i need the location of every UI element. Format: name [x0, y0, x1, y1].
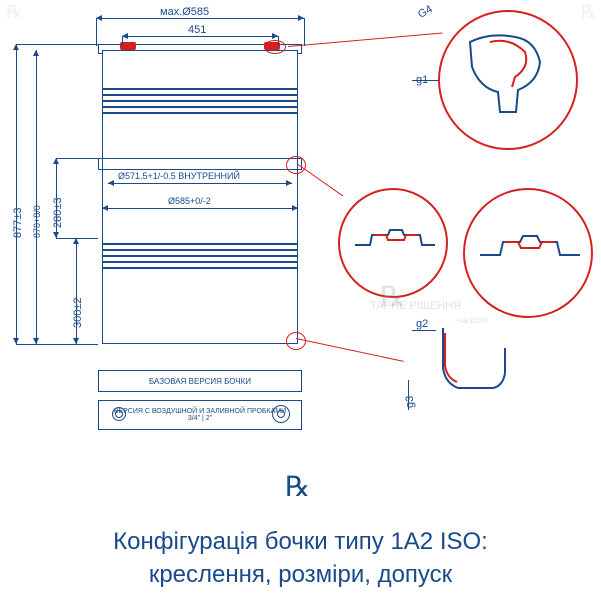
g3-leader: [408, 380, 409, 410]
g2-leader: [412, 330, 436, 331]
detail-mid2-svg: [465, 190, 595, 320]
ext-line: [304, 18, 305, 46]
watermark-company: ТАРНЕ РІШЕННЯ: [370, 300, 461, 312]
barrel-ridge: [102, 100, 298, 102]
dim-300: 300±2: [72, 297, 84, 328]
dim-451: 451: [188, 24, 206, 36]
port-large-icon: [272, 405, 290, 423]
base-version-text: БАЗОВАЯ ВЕРСИЯ БОЧКИ: [103, 377, 297, 386]
port-small-icon: [112, 407, 126, 421]
barrel-center-ring: [98, 158, 302, 170]
callout-marker-mid: [286, 156, 306, 174]
detail-circle-top: [438, 10, 578, 150]
detail-top-svg: [440, 12, 580, 152]
title-line1: Конфігурація бочки типу 1А2 ISO:: [0, 525, 601, 559]
gauge-g2: g2: [416, 318, 428, 330]
label-base-version: БАЗОВАЯ ВЕРСИЯ БОЧКИ: [98, 370, 302, 392]
gauge-g3: g3: [404, 396, 416, 408]
dim-max-diameter-line: [96, 18, 304, 19]
detail-circle-mid2: [463, 188, 593, 318]
diagram-container: ℞ ℞ мах.Ø585 451 877±3 870+: [0, 0, 601, 600]
dim-870-line: [36, 50, 37, 344]
barrel-ridge: [102, 255, 298, 257]
logo-icon: ℞: [285, 470, 308, 504]
barrel-ridge: [102, 243, 298, 245]
g1-leader: [412, 80, 438, 81]
ext-line: [16, 344, 98, 345]
barrel-ridge: [102, 249, 298, 251]
dim-877: 877±3: [12, 207, 24, 238]
leader-bottom: [296, 338, 404, 362]
plug-sizes-text: 3/4" | 2": [103, 415, 297, 422]
dim-max-diameter: мах.Ø585: [160, 6, 209, 18]
dim-571: Ø571.5+1/-0.5 ВНУТРЕННИЙ: [118, 171, 240, 181]
dim-451-line: [122, 36, 278, 37]
watermark-company-text: ТАРНЕ РІШЕННЯ: [370, 300, 461, 312]
dim-877-line: [16, 44, 17, 344]
drawing-area: мах.Ø585 451 877±3 870+8/0 280±3 300±2 Ø…: [8, 8, 593, 458]
dim-300-line: [76, 238, 77, 344]
dim-585-line: [102, 208, 298, 209]
detail-bottom-svg: [403, 318, 523, 428]
callout-marker-bottom: [286, 332, 306, 350]
ext-line: [16, 44, 98, 45]
barrel-ridge: [102, 112, 298, 114]
dim-280: 280±3: [52, 197, 64, 228]
callout-marker-top: [264, 40, 286, 54]
detail-bottom: [403, 318, 523, 428]
dim-585: Ø585+0/-2: [168, 196, 211, 206]
title-line2: креслення, розміри, допуск: [0, 558, 601, 592]
gauge-g4: G4: [416, 3, 435, 21]
barrel-ridge: [102, 94, 298, 96]
barrel-ridge: [102, 88, 298, 90]
ext-line: [56, 158, 98, 159]
dim-571-line: [108, 183, 292, 184]
barrel-ridge: [102, 106, 298, 108]
plug-version-text: ВЕРСИЯ С ВОЗДУШНОЙ И ЗАЛИВНОЙ ПРОБКАМИ: [103, 408, 297, 415]
watermark-url: -ua.com: [455, 315, 488, 325]
ext-line: [96, 18, 97, 46]
leader-top: [288, 32, 442, 47]
barrel-ridge: [102, 267, 298, 269]
barrel-ridge: [102, 261, 298, 263]
dim-870: 870+8/0: [32, 205, 42, 238]
ext-line: [122, 36, 123, 46]
title-area: Конфігурація бочки типу 1А2 ISO: креслен…: [0, 525, 601, 592]
